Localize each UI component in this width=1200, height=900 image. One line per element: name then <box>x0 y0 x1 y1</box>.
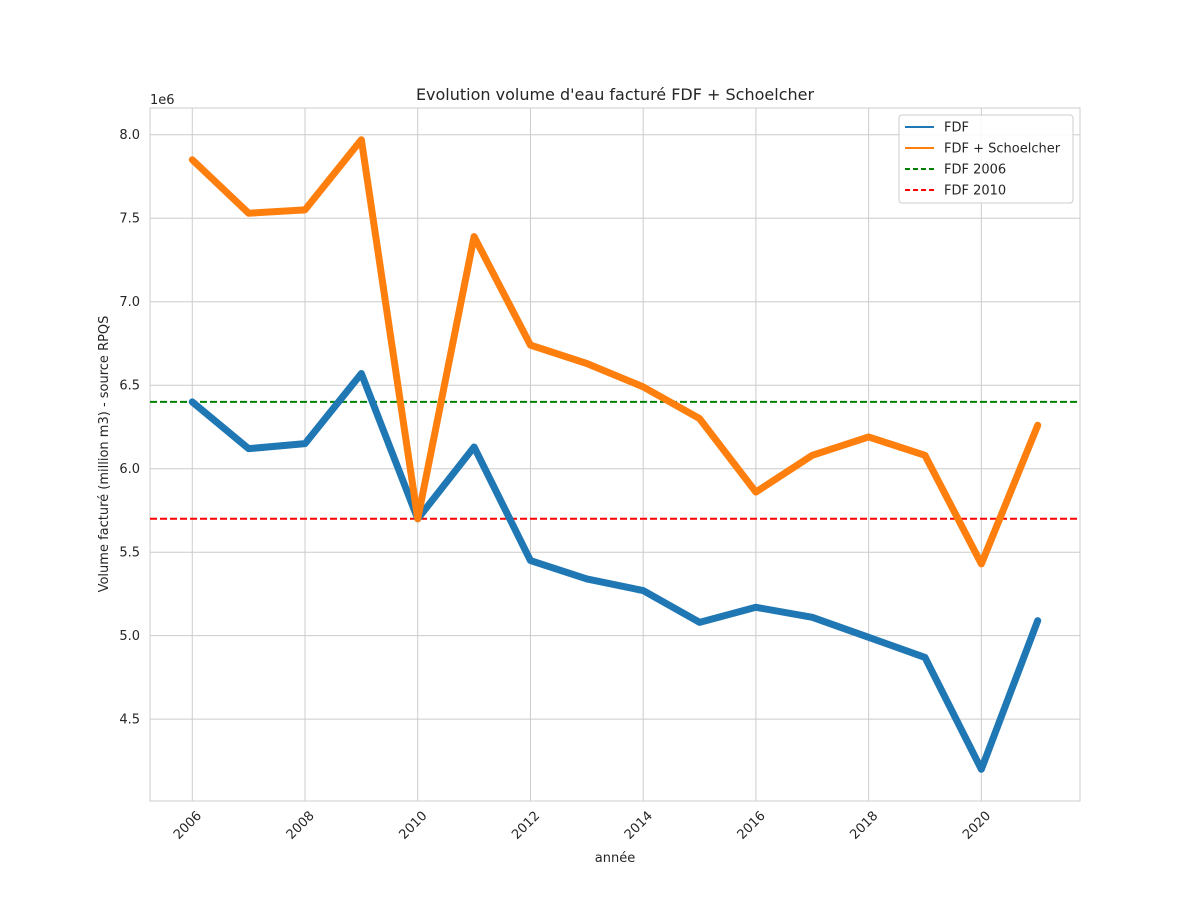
y-tick-label: 6.5 <box>119 379 140 394</box>
series-line-fdf <box>188 370 1042 773</box>
y-tick-label: 7.0 <box>119 295 140 310</box>
x-grid <box>191 108 982 801</box>
legend: FDF FDF + Schoelcher FDF 2006 FDF 2010 <box>898 114 1074 204</box>
x-tick-label: 2014 <box>622 809 656 843</box>
series-lines <box>188 136 1042 773</box>
reference-lines <box>150 400 1080 520</box>
series-line-fdf-schoelcher <box>188 136 1042 568</box>
legend-label: FDF <box>944 121 969 136</box>
legend-label: FDF 2010 <box>944 184 1006 199</box>
x-tick-label: 2006 <box>171 809 205 843</box>
x-tick-label: 2016 <box>735 809 769 843</box>
y-tick-label: 4.5 <box>119 713 140 728</box>
x-tick-label: 2020 <box>960 809 994 843</box>
x-tick-label: 2012 <box>509 809 543 843</box>
x-axis-label: année <box>595 851 635 866</box>
x-tick-label: 2010 <box>396 809 430 843</box>
x-tick-label: 2008 <box>284 809 318 843</box>
y-tick-label: 5.0 <box>119 629 140 644</box>
y-tick-label: 6.0 <box>119 462 140 477</box>
legend-box <box>898 114 1074 204</box>
y-tick-label: 7.5 <box>119 212 140 227</box>
x-tick-labels: 2006 2008 2010 2012 2014 2016 2018 2020 <box>171 809 994 843</box>
chart-title: Evolution volume d'eau facturé FDF + Sch… <box>416 85 815 104</box>
y-tick-label: 5.5 <box>119 546 140 561</box>
y-tick-label: 8.0 <box>119 128 140 143</box>
legend-label: FDF 2006 <box>944 163 1006 178</box>
y-tick-labels: 4.5 5.0 5.5 6.0 6.5 7.0 7.5 8.0 <box>119 128 140 727</box>
y-axis-label: Volume facturé (million m3) - source RPQ… <box>97 316 112 593</box>
y-offset-label: 1e6 <box>150 93 175 108</box>
x-tick-label: 2018 <box>847 809 881 843</box>
legend-label: FDF + Schoelcher <box>944 142 1061 157</box>
